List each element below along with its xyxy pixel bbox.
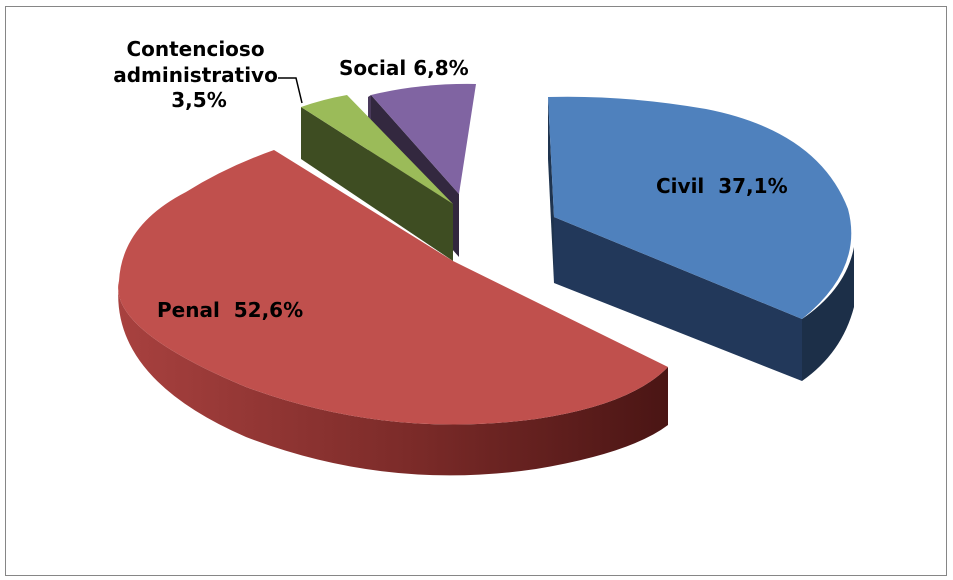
slice-civil-side-front — [554, 217, 802, 381]
label-penal-name: Penal — [157, 298, 220, 322]
slice-civil-side-rim — [802, 247, 854, 381]
slice-social-top — [371, 83, 476, 194]
label-penal-value: 52,6% — [234, 298, 303, 322]
slice-contencioso-top — [301, 95, 453, 204]
pie-chart: Civil 37,1% Penal 52,6% Social 6,8% Cont… — [113, 37, 854, 476]
pie-slice-civil[interactable] — [548, 96, 854, 381]
pie-slice-contencioso[interactable] — [301, 95, 453, 261]
pie-slice-penal[interactable] — [118, 150, 668, 476]
label-social-value: 6,8% — [413, 56, 468, 80]
slice-civil-side-inner — [548, 97, 554, 283]
label-contencioso-line1: Contencioso — [126, 37, 264, 61]
label-civil-name: Civil — [656, 174, 704, 198]
label-social-name: Social — [339, 56, 406, 80]
label-contencioso: Contencioso administrativo 3,5% — [113, 37, 285, 112]
slice-contencioso-side — [301, 107, 453, 261]
label-penal: Penal 52,6% — [157, 298, 303, 322]
label-social: Social 6,8% — [339, 56, 469, 80]
label-contencioso-line2: administrativo — [113, 63, 278, 87]
label-civil: Civil 37,1% — [656, 174, 788, 198]
slice-civil-top — [548, 96, 852, 319]
label-civil-value: 37,1% — [718, 174, 787, 198]
label-contencioso-value: 3,5% — [171, 88, 226, 112]
slice-penal-top — [118, 150, 668, 425]
slice-penal-side — [118, 281, 668, 476]
contencioso-leader-line — [278, 77, 303, 104]
chart-area: Civil 37,1% Penal 52,6% Social 6,8% Cont… — [5, 6, 947, 576]
